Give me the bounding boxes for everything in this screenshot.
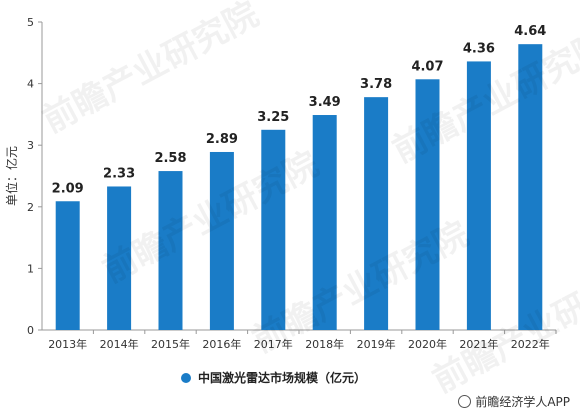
- bar: [261, 129, 286, 330]
- data-label: 4.36: [463, 41, 495, 56]
- data-label: 4.07: [411, 59, 443, 74]
- data-label: 3.25: [257, 110, 289, 125]
- data-label: 2.89: [206, 132, 238, 147]
- x-tick-label: 2018年: [305, 337, 344, 351]
- y-tick-label: 1: [27, 262, 34, 275]
- y-axis-label: 单位：亿元: [4, 146, 19, 206]
- y-tick-label: 5: [27, 16, 34, 29]
- x-tick-label: 2019年: [357, 337, 396, 351]
- data-label: 2.09: [52, 181, 84, 196]
- data-label: 2.58: [154, 151, 186, 166]
- legend-label: 中国激光雷达市场规模（亿元）: [198, 370, 366, 385]
- x-tick-label: 2013年: [48, 337, 87, 351]
- bar: [312, 115, 337, 331]
- y-tick-label: 2: [27, 201, 34, 214]
- footer-text: 前瞻经济学人APP: [475, 395, 570, 409]
- x-tick-label: 2015年: [151, 337, 190, 351]
- y-tick-label: 4: [27, 78, 34, 91]
- data-label: 3.49: [309, 95, 341, 110]
- x-tick-label: 2020年: [408, 337, 447, 351]
- bar: [415, 79, 440, 331]
- bar: [466, 61, 491, 330]
- y-tick-label: 0: [27, 324, 34, 337]
- bar: [158, 171, 183, 330]
- data-label: 3.78: [360, 77, 392, 92]
- legend-marker: [181, 373, 191, 383]
- data-label: 2.33: [103, 166, 135, 181]
- bar: [364, 97, 389, 330]
- x-tick-label: 2016年: [202, 337, 241, 351]
- x-tick-label: 2017年: [254, 337, 293, 351]
- y-tick-label: 3: [27, 139, 34, 152]
- footer: 前瞻经济学人APP: [458, 393, 570, 410]
- bar: [55, 201, 80, 330]
- bar: [518, 44, 543, 331]
- footer-logo-icon: [458, 395, 472, 408]
- bar: [209, 151, 234, 330]
- bar: [107, 186, 132, 330]
- x-tick-label: 2021年: [459, 337, 498, 351]
- data-label: 4.64: [514, 24, 546, 39]
- x-tick-label: 2022年: [511, 337, 550, 351]
- x-tick-label: 2014年: [100, 337, 139, 351]
